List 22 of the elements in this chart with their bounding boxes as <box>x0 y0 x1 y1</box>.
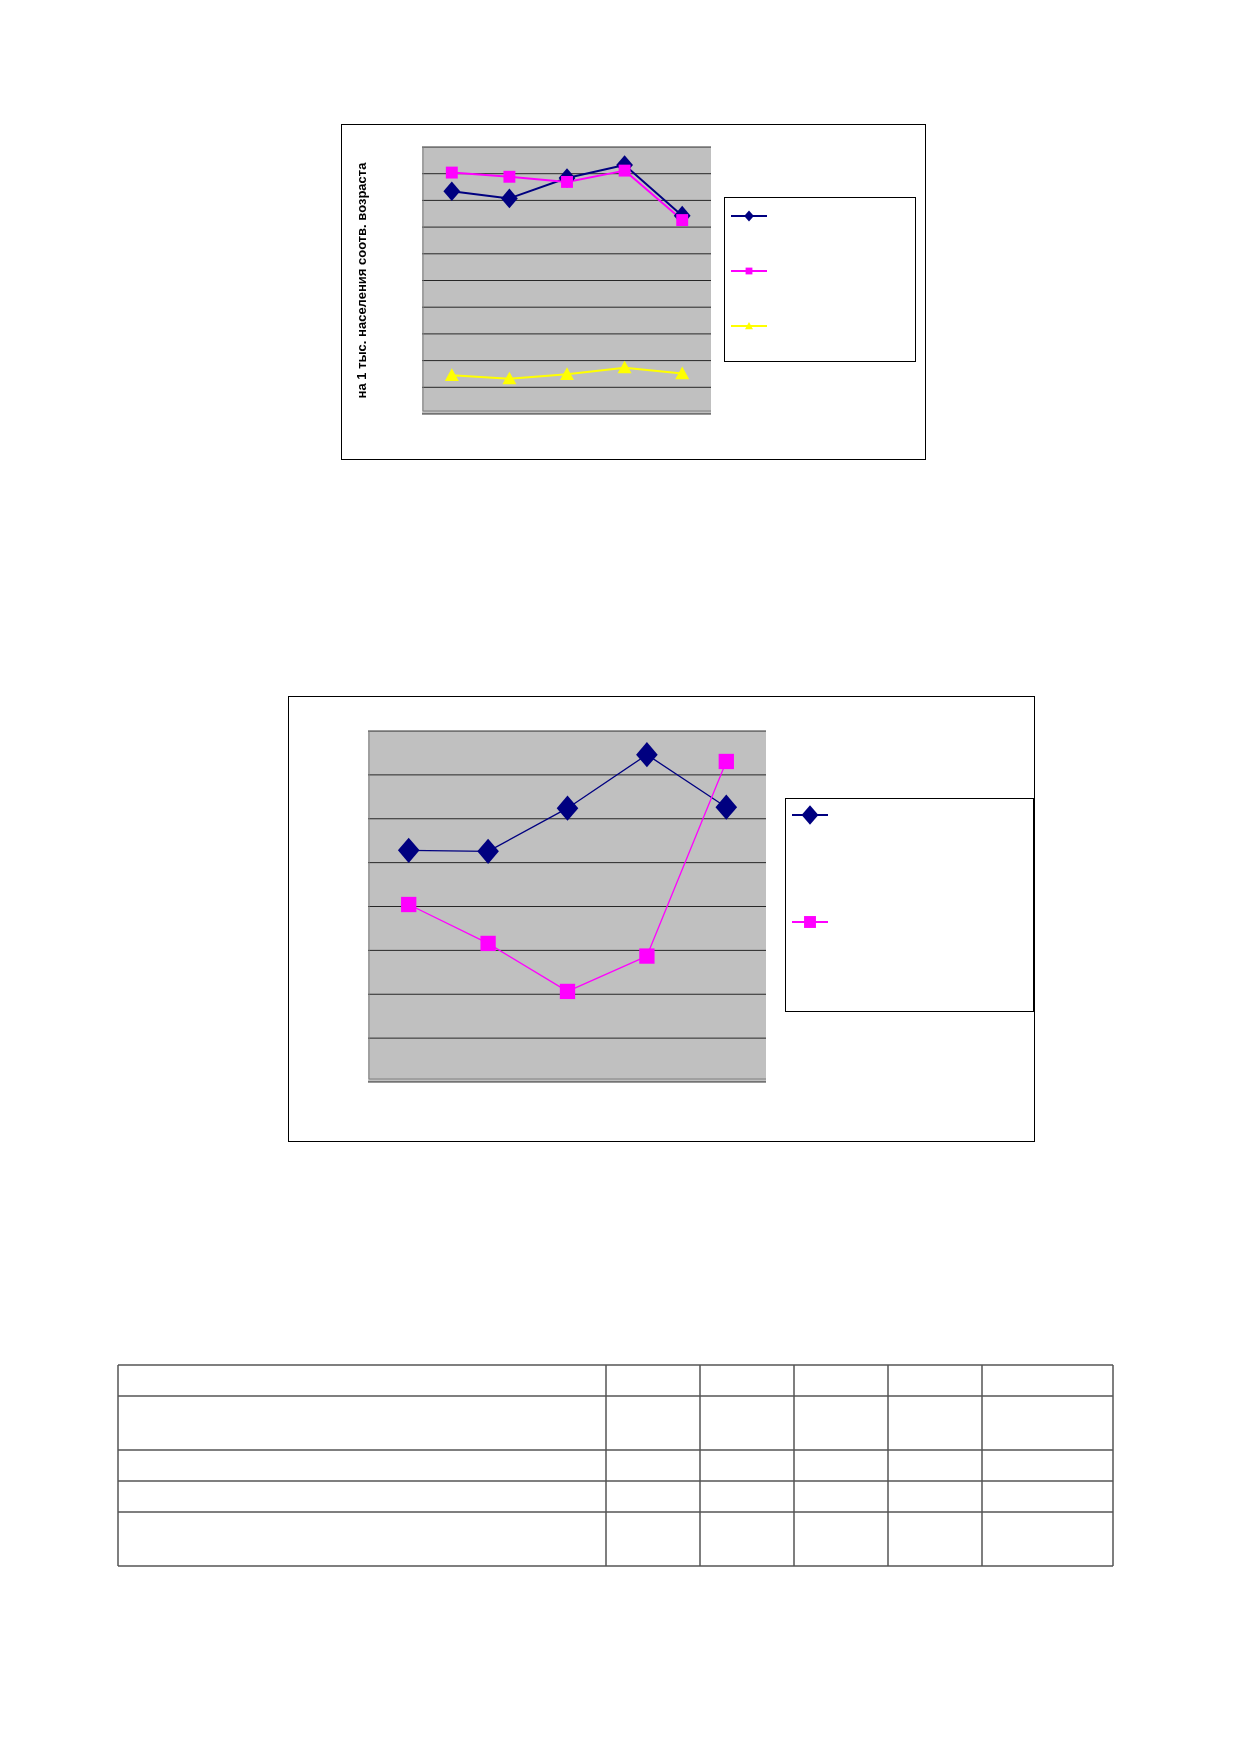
point <box>480 935 496 952</box>
point <box>560 367 574 380</box>
point <box>675 366 690 380</box>
point <box>444 368 459 381</box>
point <box>477 838 499 864</box>
point <box>718 753 734 770</box>
point <box>636 742 658 768</box>
point <box>617 360 632 374</box>
point <box>401 896 417 913</box>
point <box>501 188 518 209</box>
point <box>556 795 579 821</box>
point <box>676 214 689 227</box>
point <box>502 371 517 385</box>
point <box>443 181 461 202</box>
point <box>639 948 655 964</box>
point <box>618 164 631 177</box>
point <box>445 166 458 179</box>
y-axis-title: на 1 тыс. населения соотв. возраста <box>354 162 370 399</box>
point <box>559 983 576 1000</box>
point <box>503 170 516 183</box>
point <box>397 837 420 863</box>
point <box>715 794 738 820</box>
